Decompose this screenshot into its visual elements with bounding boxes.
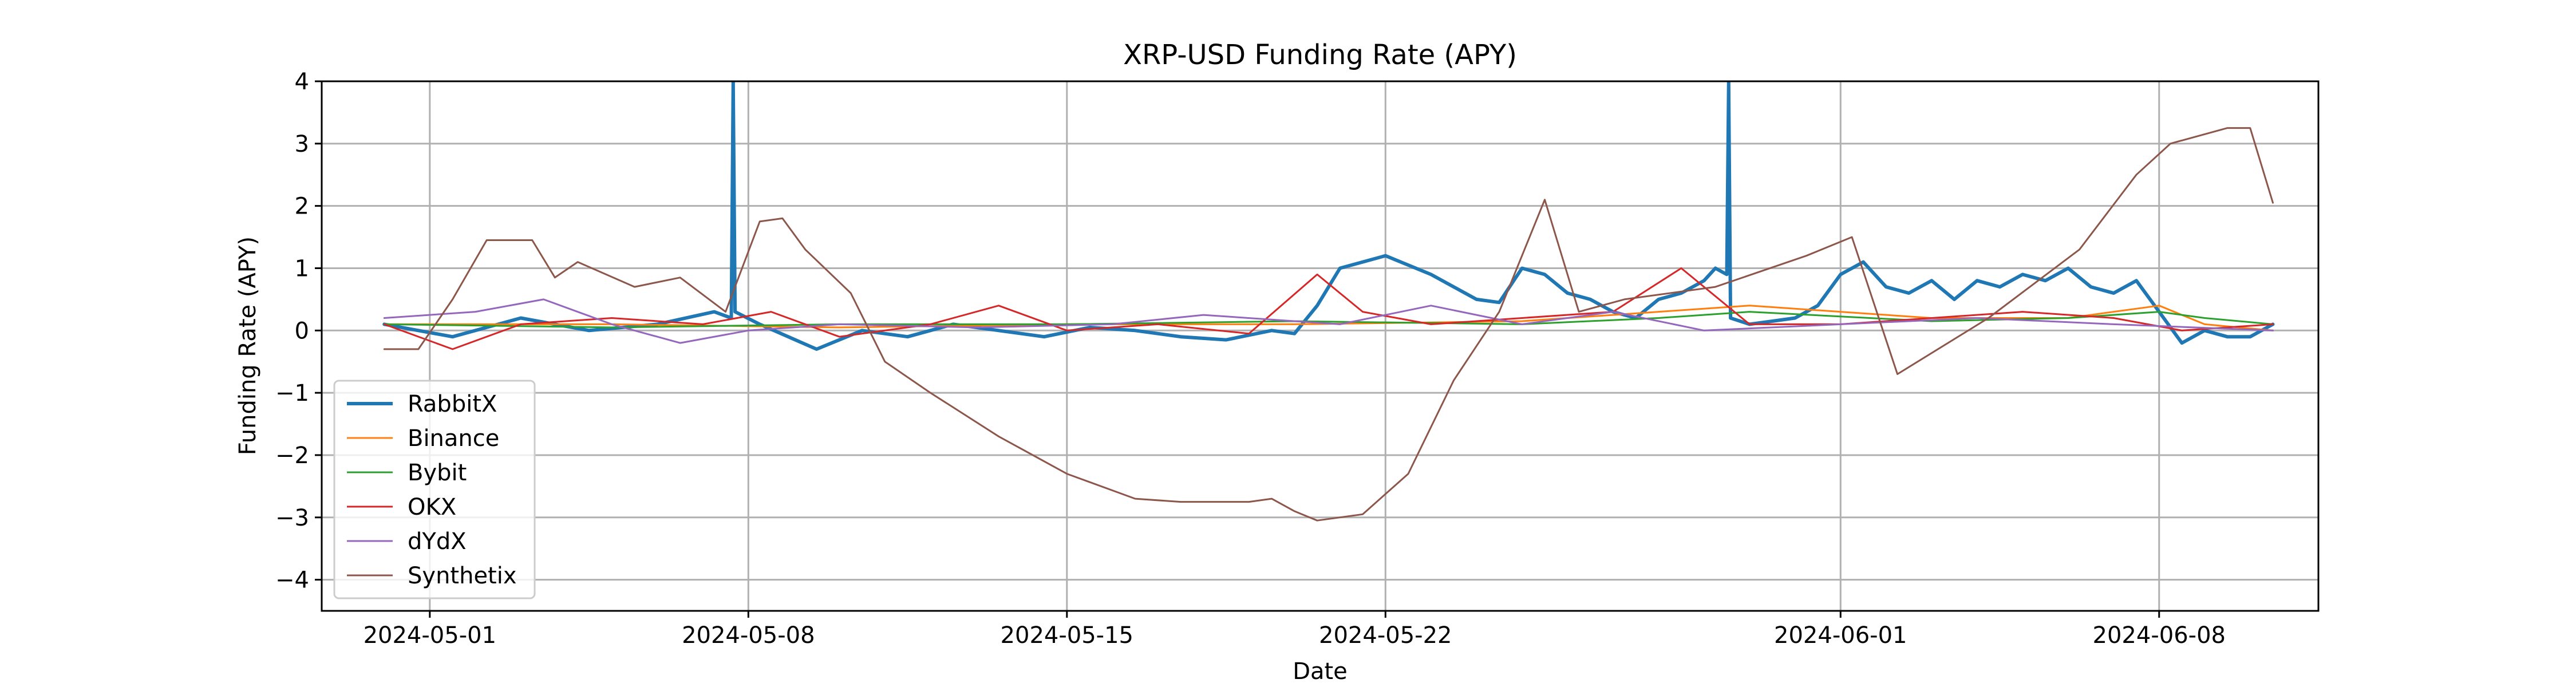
series-line-dydx xyxy=(383,298,2274,344)
chart-title: XRP-USD Funding Rate (APY) xyxy=(1123,39,1517,71)
legend-label-rabbitx: RabbitX xyxy=(408,391,497,417)
y-tick-label: −1 xyxy=(275,380,309,406)
series-line-binance xyxy=(383,305,2274,331)
x-tick-label: 2024-06-01 xyxy=(1774,622,1907,649)
y-tick-label: 4 xyxy=(295,69,309,95)
series-line-synthetix xyxy=(383,127,2274,522)
y-tick-label: 0 xyxy=(295,318,309,344)
series-layer xyxy=(382,81,2275,522)
y-tick-label: 3 xyxy=(295,131,309,157)
y-tick-label: 2 xyxy=(295,194,309,220)
legend-label-dydx: dYdX xyxy=(408,528,467,555)
plot-frame xyxy=(321,80,2320,612)
axis-ticks: 2024-05-01 2024-05-08 2024-05-15 2024-05-22… xyxy=(275,69,2226,649)
x-tick-label: 2024-06-08 xyxy=(2093,622,2226,649)
y-tick-label: −2 xyxy=(275,443,309,469)
legend-box xyxy=(333,380,536,599)
x-tick-label: 2024-05-08 xyxy=(682,622,815,649)
y-tick-label: −4 xyxy=(275,567,309,594)
x-tick-label: 2024-05-15 xyxy=(1001,622,1133,649)
legend-label-bybit: Bybit xyxy=(408,460,467,486)
y-tick-label: −3 xyxy=(275,505,309,531)
x-tick-label: 2024-05-22 xyxy=(1319,622,1452,649)
legend-label-okx: OKX xyxy=(408,494,456,520)
x-axis-label: Date xyxy=(1293,658,1348,685)
y-axis-label: Funding Rate (APY) xyxy=(235,236,261,455)
y-tick-label: 1 xyxy=(295,255,309,282)
legend-label-synthetix: Synthetix xyxy=(408,563,517,589)
legend[interactable]: RabbitX Binance Bybit OKX dYdX Synthetix xyxy=(333,380,536,599)
legend-label-binance: Binance xyxy=(408,425,499,452)
x-tick-label: 2024-05-01 xyxy=(364,622,496,649)
series-line-okx xyxy=(383,267,2274,350)
